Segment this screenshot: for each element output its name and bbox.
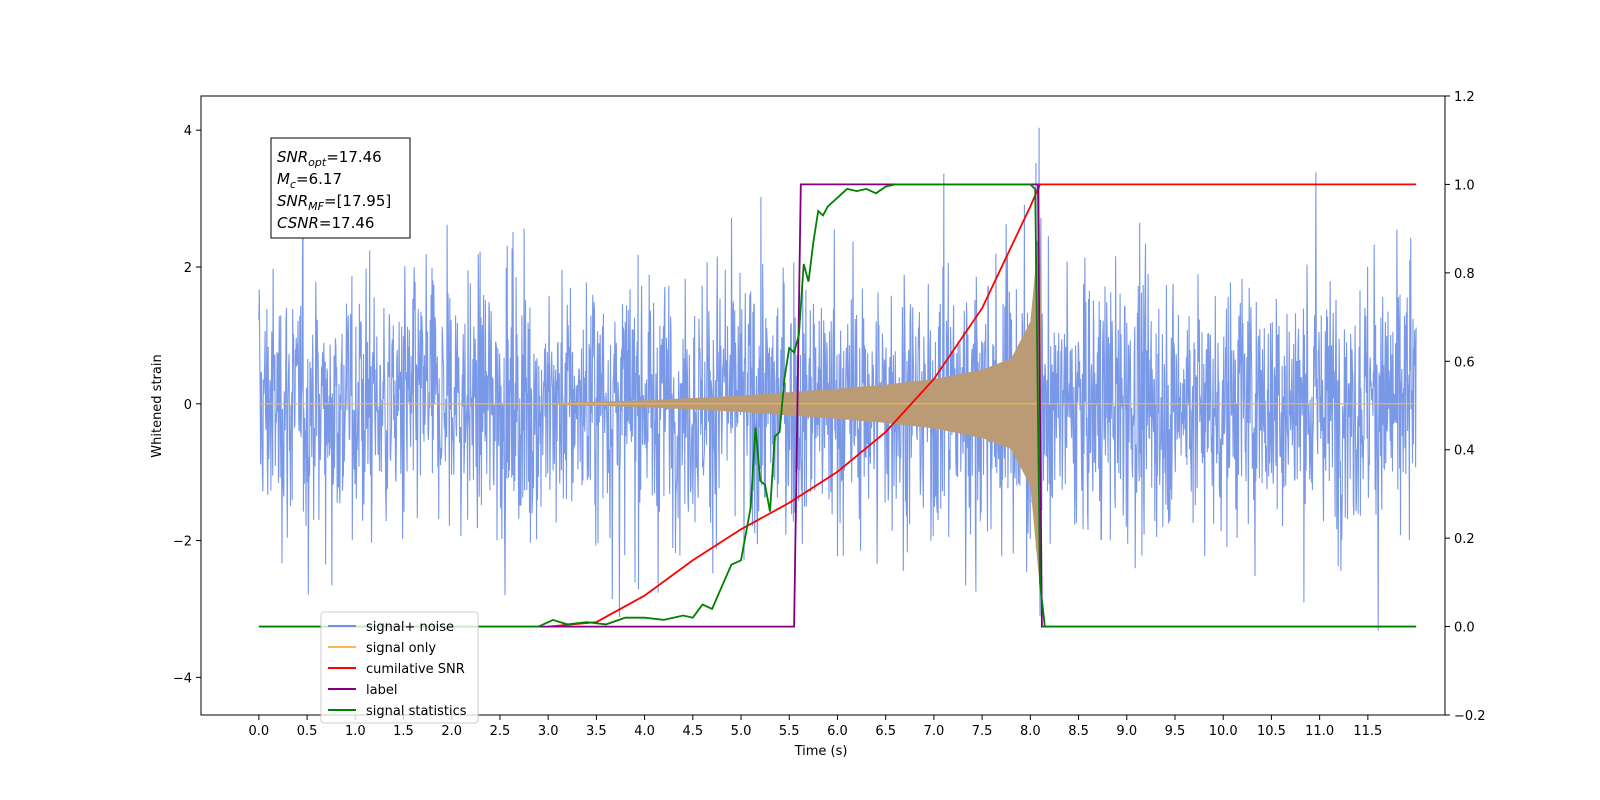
- x-tick-label: 10.0: [1209, 724, 1238, 739]
- y2-tick-label: 0.8: [1454, 267, 1475, 282]
- x-tick-label: 7.0: [924, 724, 945, 739]
- x-tick-label: 4.0: [634, 724, 655, 739]
- plot-area: [258, 127, 1417, 631]
- annotation-line: SNRopt=17.46: [277, 148, 382, 169]
- signal-plus-noise-line: [258, 127, 1417, 631]
- y2-tick-label: 1.2: [1454, 90, 1475, 105]
- x-tick-label: 3.0: [538, 724, 559, 739]
- series-signal-statistics-line: [258, 183, 1417, 628]
- x-tick-label: 0.5: [297, 724, 318, 739]
- x-tick-label: 10.5: [1257, 724, 1286, 739]
- legend-entry: label: [366, 683, 397, 698]
- y-axis-left: −4 −2 0 2 4: [173, 124, 201, 686]
- series-signal-plus-noise: [258, 127, 1417, 631]
- legend-entry: signal+ noise: [366, 620, 454, 635]
- plot-frame: [200, 95, 1446, 716]
- x-axis: 0.0 0.5 1.0 1.5 2.0 2.5 3.0 3.5 4.0 4.5 5.0 5.5 6.0 6…: [249, 715, 1382, 739]
- right-axis-series: [258, 183, 1417, 628]
- legend-entry: signal statistics: [366, 704, 467, 719]
- x-tick-label: 6.0: [827, 724, 848, 739]
- annotation-line: Mc=6.17: [277, 170, 342, 191]
- y2-tick-label: 0.2: [1454, 532, 1475, 547]
- y-tick-label: −4: [173, 671, 192, 686]
- stats-annotation-box: SNRopt=17.46Mc=6.17SNRMF=[17.95]CSNR=17.…: [270, 137, 411, 239]
- legend-entry: signal only: [366, 641, 436, 656]
- y-tick-label: 4: [184, 124, 192, 139]
- y2-tick-label: 1.0: [1454, 178, 1475, 193]
- y2-tick-label: −0.2: [1454, 709, 1486, 724]
- legend-frame: [320, 611, 479, 724]
- x-tick-label: 1.5: [393, 724, 414, 739]
- legend: signal+ noise signal only cumilative SNR la…: [320, 611, 479, 724]
- annotation-line: CSNR=17.46: [277, 214, 374, 232]
- series-cumilative-snr-line: [548, 183, 1417, 628]
- y-axis-label: Whitened strain: [150, 354, 165, 457]
- x-tick-label: 8.5: [1068, 724, 1089, 739]
- x-tick-label: 3.5: [586, 724, 607, 739]
- x-tick-label: 8.0: [1020, 724, 1041, 739]
- y-axis-right: −0.2 0.0 0.2 0.4 0.6 0.8 1.0 1.2: [1445, 90, 1486, 724]
- series-signal-only: [258, 219, 1417, 589]
- y2-tick-label: 0.0: [1454, 621, 1475, 636]
- x-tick-label: 1.0: [345, 724, 366, 739]
- legend-entry: cumilative SNR: [366, 662, 465, 677]
- x-tick-label: 4.5: [682, 724, 703, 739]
- x-tick-label: 11.0: [1305, 724, 1334, 739]
- annotation-frame: [270, 137, 411, 239]
- x-tick-label: 7.5: [972, 724, 993, 739]
- y-tick-label: 0: [184, 398, 192, 413]
- x-axis-label: Time (s): [794, 744, 848, 759]
- x-tick-label: 9.5: [1165, 724, 1186, 739]
- x-tick-label: 2.0: [441, 724, 462, 739]
- y2-tick-label: 0.4: [1454, 444, 1475, 459]
- x-tick-label: 5.0: [731, 724, 752, 739]
- x-tick-label: 5.5: [779, 724, 800, 739]
- x-tick-label: 2.5: [490, 724, 511, 739]
- y-tick-label: −2: [173, 535, 192, 550]
- x-tick-label: 9.0: [1116, 724, 1137, 739]
- x-tick-label: 6.5: [875, 724, 896, 739]
- y2-tick-label: 0.6: [1454, 355, 1475, 370]
- y-tick-label: 2: [184, 261, 192, 276]
- x-tick-label: 0.0: [249, 724, 270, 739]
- x-tick-label: 11.5: [1353, 724, 1382, 739]
- annotation-line: SNRMF=[17.95]: [277, 192, 391, 213]
